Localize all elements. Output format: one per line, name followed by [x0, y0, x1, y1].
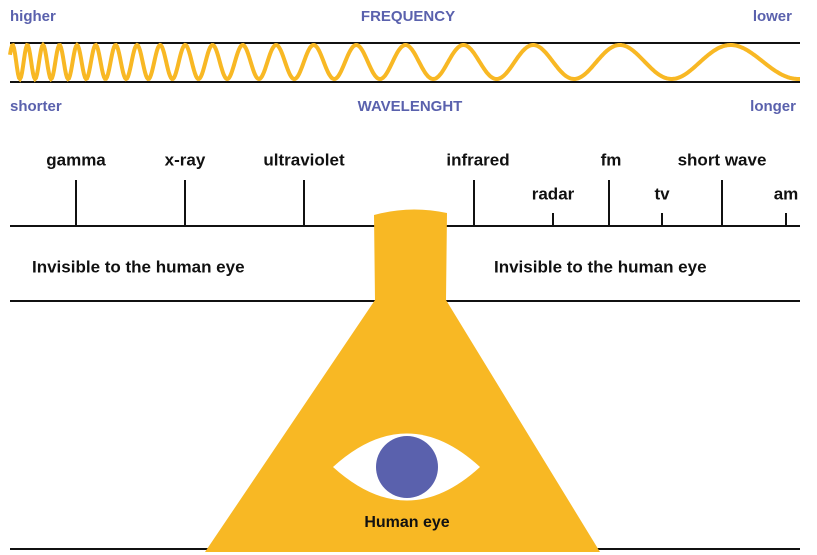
- band-label: x-ray: [165, 150, 206, 169]
- spectrum-diagram: higher FREQUENCY lower shorter WAVELENGH…: [0, 0, 817, 555]
- band-label: radar: [532, 184, 575, 203]
- wave: [10, 45, 800, 79]
- band-label: fm: [601, 150, 622, 169]
- band-label: tv: [654, 184, 670, 203]
- region-label: Human eye: [364, 514, 449, 531]
- label: higher: [10, 8, 56, 25]
- label: longer: [750, 98, 796, 115]
- region-label: Invisible to the human eye: [494, 257, 707, 276]
- pupil: [376, 436, 438, 498]
- label: shorter: [10, 98, 62, 115]
- band-label: infrared: [446, 150, 509, 169]
- region-label: Invisible to the human eye: [32, 257, 245, 276]
- label: lower: [753, 8, 792, 25]
- band-label: short wave: [678, 150, 767, 169]
- label: FREQUENCY: [361, 8, 455, 25]
- label: WAVELENGHT: [358, 98, 463, 115]
- band-label: gamma: [46, 150, 106, 169]
- band-label: ultraviolet: [263, 150, 345, 169]
- band-label: am: [774, 184, 799, 203]
